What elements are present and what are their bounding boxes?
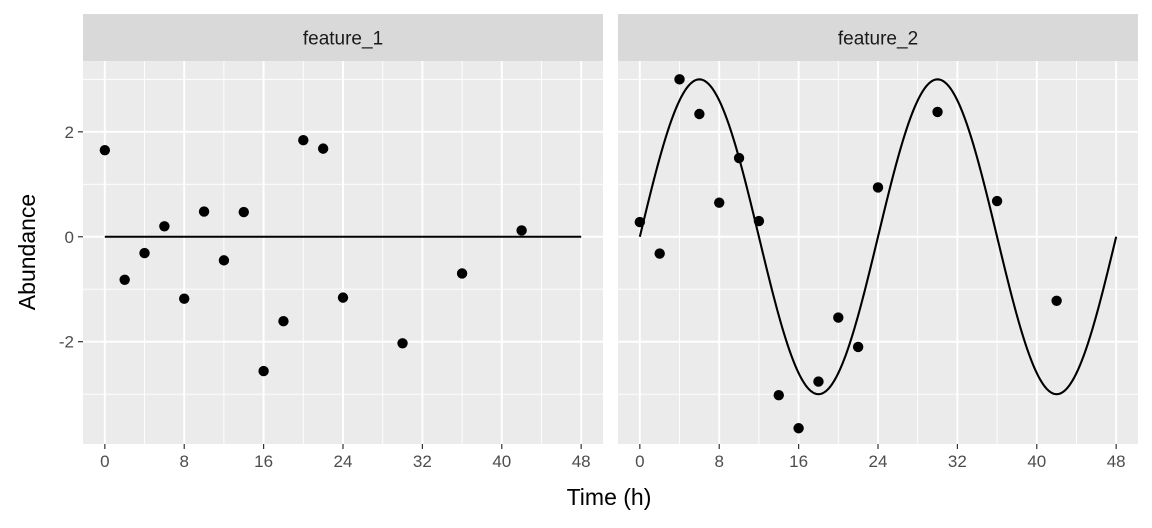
- data-point: [139, 247, 150, 259]
- data-point: [634, 216, 646, 228]
- data-point: [258, 365, 269, 377]
- y-axis-title: Abundance: [14, 194, 40, 310]
- x-tick-label: 0: [635, 452, 644, 471]
- x-tick-label: 8: [714, 452, 723, 471]
- x-tick-label: 8: [179, 452, 188, 471]
- panels-layer: feature_1 feature_2: [83, 14, 1138, 444]
- data-point: [1051, 295, 1062, 306]
- x-axis-feature_2: 0 8 16 24 32 40 48: [635, 444, 1126, 471]
- data-point: [793, 423, 804, 434]
- data-point: [159, 221, 170, 232]
- fit-curve: [638, 78, 1118, 396]
- data-point: [932, 106, 943, 118]
- facet-strip: [83, 14, 603, 61]
- x-tick-label: 32: [948, 452, 967, 471]
- facet-strip: [618, 14, 1138, 61]
- data-point: [337, 292, 349, 303]
- x-axes: 0 8 16 24 32 40 48 0 8 16 24 32 40 48: [100, 444, 1126, 471]
- x-tick-label: 40: [492, 452, 511, 471]
- x-tick-label: 40: [1027, 452, 1046, 471]
- facet-strip-label: feature_1: [303, 29, 383, 50]
- data-point: [516, 225, 527, 236]
- x-axis-feature_1: 0 8 16 24 32 40 48: [100, 444, 591, 471]
- data-point: [179, 293, 190, 304]
- data-point: [813, 376, 824, 387]
- data-point: [694, 108, 705, 120]
- data-point: [298, 135, 309, 146]
- data-point: [872, 182, 884, 193]
- facet-strip-label: feature_2: [838, 29, 918, 50]
- y-tick-label: 0: [65, 228, 74, 247]
- data-point: [278, 316, 289, 327]
- x-tick-label: 48: [1107, 452, 1126, 471]
- data-point: [852, 341, 864, 353]
- x-tick-label: 48: [572, 452, 591, 471]
- panel-feature_2: feature_2: [618, 14, 1138, 444]
- data-point: [833, 312, 844, 323]
- data-point: [238, 206, 249, 218]
- y-axis: -2 0 2: [59, 123, 83, 352]
- data-point: [991, 195, 1003, 207]
- data-point: [397, 338, 408, 349]
- data-point: [198, 206, 210, 217]
- x-tick-label: 0: [100, 452, 109, 471]
- data-point: [733, 152, 745, 164]
- x-tick-label: 16: [789, 452, 808, 471]
- data-point: [654, 248, 665, 259]
- panel-feature_1: feature_1: [83, 14, 603, 444]
- x-axis-title: Time (h): [567, 484, 652, 510]
- data-point: [456, 268, 468, 279]
- data-point: [119, 274, 130, 285]
- x-tick-label: 16: [254, 452, 273, 471]
- y-tick-label: -2: [59, 333, 74, 352]
- data-point: [753, 215, 765, 227]
- x-tick-label: 24: [334, 452, 353, 471]
- y-tick-label: 2: [65, 123, 74, 142]
- data-point: [218, 255, 230, 266]
- data-point: [674, 74, 685, 85]
- data-point: [714, 197, 725, 208]
- data-point: [99, 144, 111, 156]
- data-point: [773, 390, 784, 401]
- x-tick-label: 32: [413, 452, 432, 471]
- x-tick-label: 24: [869, 452, 888, 471]
- data-point: [317, 143, 329, 154]
